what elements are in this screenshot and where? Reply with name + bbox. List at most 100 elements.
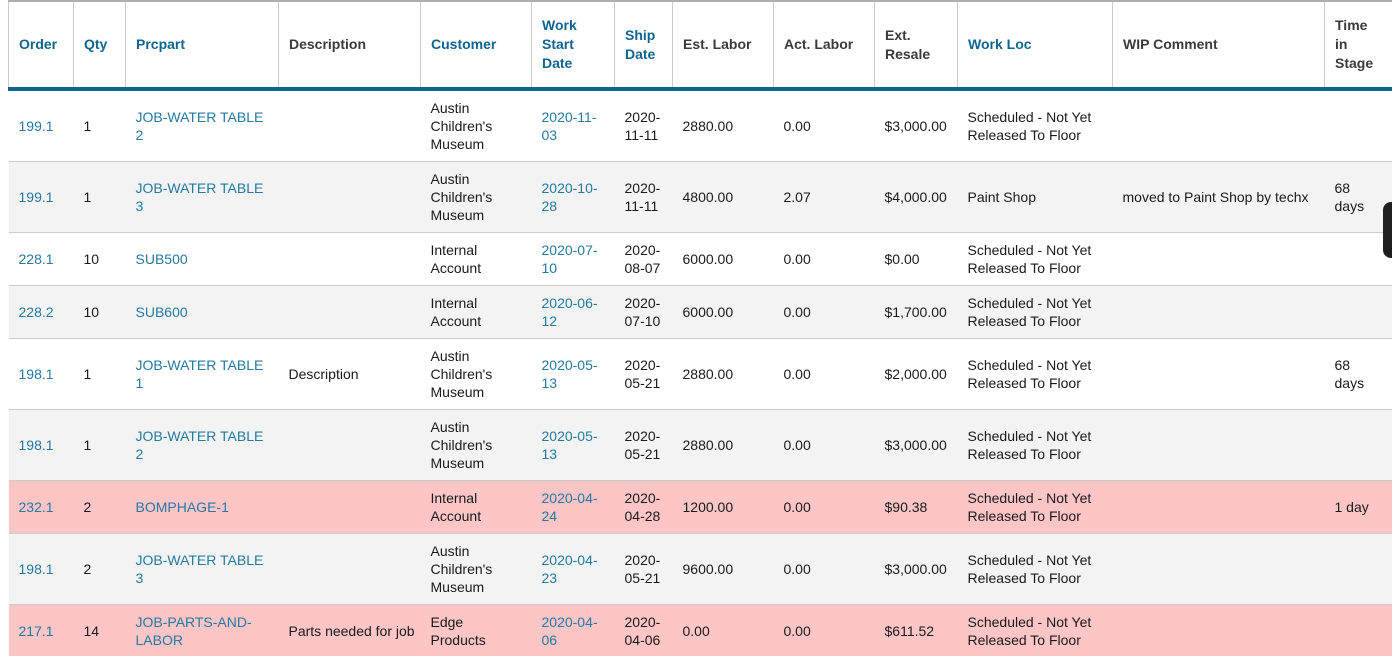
work_start_date-link[interactable]: 2020-11-03 xyxy=(541,109,597,143)
cell-ship_date: 2020-07-10 xyxy=(614,285,673,339)
cell-work_start_date: 2020-04-06 xyxy=(531,604,615,656)
column-header-qty[interactable]: Qty xyxy=(73,0,126,91)
cell-ext_resale: $1,700.00 xyxy=(874,285,958,339)
cell-ext_resale: $90.38 xyxy=(874,480,958,534)
cell-prcpart: BOMPHAGE-1 xyxy=(125,480,279,534)
column-header-work_loc[interactable]: Work Loc xyxy=(957,0,1113,91)
cell-order: 232.1 xyxy=(8,480,74,534)
cell-act_labor: 0.00 xyxy=(773,409,875,481)
work_start_date-link[interactable]: 2020-04-23 xyxy=(541,552,598,586)
work_start_date-link[interactable]: 2020-04-24 xyxy=(541,490,598,524)
cell-act_labor: 0.00 xyxy=(773,533,875,605)
cell-act_labor: 0.00 xyxy=(773,285,875,339)
prcpart-link[interactable]: JOB-WATER TABLE 2 xyxy=(135,428,264,462)
work_start_date-link[interactable]: 2020-06-12 xyxy=(541,295,598,329)
cell-customer: Austin Children's Museum xyxy=(420,338,532,410)
column-header-ship_date[interactable]: Ship Date xyxy=(614,0,673,91)
cell-work_loc: Scheduled - Not Yet Released To Floor xyxy=(957,285,1113,339)
cell-est_labor: 1200.00 xyxy=(672,480,774,534)
order-link[interactable]: 232.1 xyxy=(18,499,54,515)
cell-qty: 1 xyxy=(73,89,126,162)
prcpart-link[interactable]: BOMPHAGE-1 xyxy=(135,499,229,515)
cell-qty: 2 xyxy=(73,480,126,534)
cell-act_labor: 0.00 xyxy=(773,480,875,534)
cell-time_in_stage xyxy=(1324,604,1392,656)
order-link[interactable]: 198.1 xyxy=(18,437,54,453)
cell-work_loc: Scheduled - Not Yet Released To Floor xyxy=(957,409,1113,481)
order-link[interactable]: 199.1 xyxy=(18,118,54,134)
cell-description xyxy=(278,480,421,534)
cell-est_labor: 2880.00 xyxy=(672,89,774,162)
table-body: 199.1 1 JOB-WATER TABLE 2 Austin Children's… xyxy=(8,89,1392,656)
cell-time_in_stage xyxy=(1324,285,1392,339)
cell-description xyxy=(278,409,421,481)
cell-customer: Internal Account xyxy=(420,285,532,339)
cell-prcpart: JOB-WATER TABLE 3 xyxy=(125,533,279,605)
order-link[interactable]: 228.2 xyxy=(18,304,54,320)
prcpart-link[interactable]: SUB600 xyxy=(135,304,188,320)
prcpart-link[interactable]: JOB-WATER TABLE 2 xyxy=(135,109,264,143)
column-header-order[interactable]: Order xyxy=(8,0,74,91)
table-row: 198.1 1 JOB-WATER TABLE 2 Austin Children's… xyxy=(8,409,1392,481)
order-link[interactable]: 198.1 xyxy=(18,561,54,577)
cell-wip_comment: moved to Paint Shop by techx xyxy=(1112,161,1325,233)
column-header-prcpart[interactable]: Prcpart xyxy=(125,0,279,91)
order-link[interactable]: 228.1 xyxy=(18,251,54,267)
prcpart-link[interactable]: JOB-PARTS-AND-LABOR xyxy=(135,614,252,648)
cell-customer: Austin Children's Museum xyxy=(420,89,532,162)
table-row: 199.1 1 JOB-WATER TABLE 2 Austin Children's… xyxy=(8,89,1392,162)
cell-customer: Internal Account xyxy=(420,232,532,286)
cell-work_start_date: 2020-11-03 xyxy=(531,89,615,162)
column-header-customer[interactable]: Customer xyxy=(420,0,532,91)
prcpart-link[interactable]: JOB-WATER TABLE 3 xyxy=(135,180,264,214)
cell-ext_resale: $4,000.00 xyxy=(874,161,958,233)
cell-description xyxy=(278,161,421,233)
order-link[interactable]: 199.1 xyxy=(18,189,54,205)
work_start_date-link[interactable]: 2020-05-13 xyxy=(541,428,598,462)
cell-qty: 1 xyxy=(73,338,126,410)
cell-work_start_date: 2020-04-23 xyxy=(531,533,615,605)
cell-order: 217.1 xyxy=(8,604,74,656)
cell-qty: 10 xyxy=(73,285,126,339)
table-row: 199.1 1 JOB-WATER TABLE 3 Austin Children's… xyxy=(8,161,1392,233)
work_start_date-link[interactable]: 2020-07-10 xyxy=(541,242,598,276)
cell-work_loc: Scheduled - Not Yet Released To Floor xyxy=(957,533,1113,605)
cell-ext_resale: $3,000.00 xyxy=(874,533,958,605)
cell-description xyxy=(278,285,421,339)
cell-est_labor: 2880.00 xyxy=(672,338,774,410)
cell-act_labor: 0.00 xyxy=(773,89,875,162)
cell-ship_date: 2020-11-11 xyxy=(614,161,673,233)
cell-order: 228.2 xyxy=(8,285,74,339)
column-header-est_labor: Est. Labor xyxy=(672,0,774,91)
work_start_date-link[interactable]: 2020-10-28 xyxy=(541,180,598,214)
prcpart-link[interactable]: SUB500 xyxy=(135,251,188,267)
work_start_date-link[interactable]: 2020-04-06 xyxy=(541,614,598,648)
column-header-description: Description xyxy=(278,0,421,91)
cell-ship_date: 2020-08-07 xyxy=(614,232,673,286)
cell-qty: 10 xyxy=(73,232,126,286)
prcpart-link[interactable]: JOB-WATER TABLE 1 xyxy=(135,357,264,391)
cell-customer: Edge Products xyxy=(420,604,532,656)
cell-time_in_stage: 1 day xyxy=(1324,480,1392,534)
cell-wip_comment xyxy=(1112,232,1325,286)
cell-wip_comment xyxy=(1112,604,1325,656)
column-header-work_start_date[interactable]: Work Start Date xyxy=(531,0,615,91)
cell-customer: Internal Account xyxy=(420,480,532,534)
cell-description: Parts needed for job xyxy=(278,604,421,656)
work_start_date-link[interactable]: 2020-05-13 xyxy=(541,357,598,391)
prcpart-link[interactable]: JOB-WATER TABLE 3 xyxy=(135,552,264,586)
cell-work_loc: Scheduled - Not Yet Released To Floor xyxy=(957,232,1113,286)
cell-ship_date: 2020-05-21 xyxy=(614,409,673,481)
cell-work_start_date: 2020-05-13 xyxy=(531,338,615,410)
cell-act_labor: 2.07 xyxy=(773,161,875,233)
cell-ship_date: 2020-04-28 xyxy=(614,480,673,534)
cell-wip_comment xyxy=(1112,533,1325,605)
vertical-scrollbar-thumb[interactable] xyxy=(1383,202,1392,258)
order-link[interactable]: 198.1 xyxy=(18,366,54,382)
column-header-act_labor: Act. Labor xyxy=(773,0,875,91)
cell-work_start_date: 2020-05-13 xyxy=(531,409,615,481)
order-link[interactable]: 217.1 xyxy=(18,623,54,639)
cell-prcpart: JOB-WATER TABLE 1 xyxy=(125,338,279,410)
cell-ship_date: 2020-11-11 xyxy=(614,89,673,162)
cell-wip_comment xyxy=(1112,89,1325,162)
